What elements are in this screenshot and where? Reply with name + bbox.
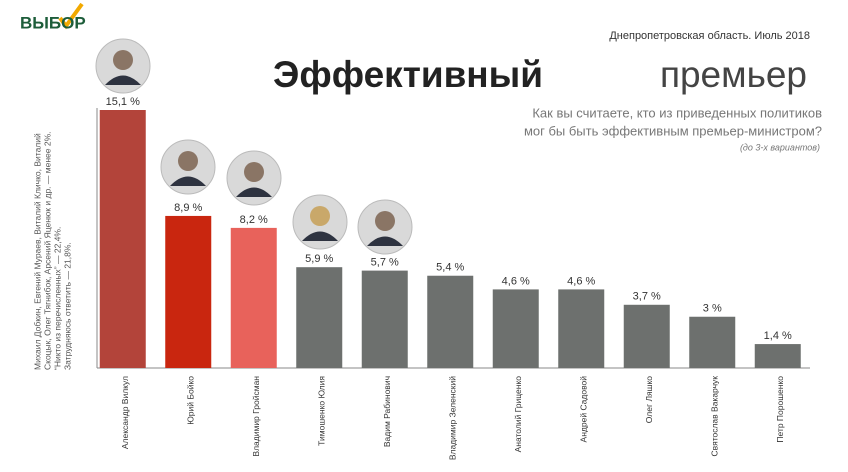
bar [296, 267, 343, 368]
value-label: 5,4 % [436, 262, 464, 274]
photo [95, 38, 151, 94]
title-light: премьер [660, 54, 807, 95]
side-note-line: Михаил Добкин, Евгений Мураев, Виталий К… [32, 133, 42, 370]
bar [689, 316, 736, 368]
question: Как вы считаете, кто из приведенных поли… [532, 105, 822, 120]
value-label: 4,6 % [567, 275, 595, 287]
logo: ВЫБОР [20, 13, 86, 32]
x-tick-label: Александр Вилкул [120, 376, 130, 449]
side-note-line: Скоцык, Олег Тягнибок, Арсений Яценюк и … [42, 132, 52, 371]
bar [492, 289, 539, 368]
side-note-line: “Никто из перечисленных” — 22,4%. [52, 227, 62, 370]
value-label: 8,2 % [240, 214, 268, 226]
bar [361, 270, 408, 368]
value-label: 1,4 % [764, 330, 792, 342]
x-tick-label: Петр Порошенко [775, 376, 785, 443]
bar [165, 215, 212, 368]
x-tick-label: Анатолий Гриценко [513, 376, 523, 453]
x-tick-label: Юрий Бойко [186, 376, 196, 425]
bar [427, 275, 474, 368]
value-label: 4,6 % [502, 275, 530, 287]
bar [754, 344, 801, 368]
value-label: 3,7 % [633, 291, 661, 303]
x-tick-label: Святослав Вакарчук [710, 376, 720, 457]
header: Днепропетровская область. Июль 2018 [609, 30, 810, 42]
x-tick-label: Владимир Зеленский [448, 376, 458, 460]
x-tick-label: Вадим Рабинович [382, 376, 392, 447]
side-note: Михаил Добкин, Евгений Мураев, Виталий К… [32, 132, 72, 371]
question: мог бы быть эффективным премьер-министро… [524, 123, 822, 138]
x-tick-label: Олег Ляшко [644, 376, 654, 423]
x-tick-label: Тимошенко Юлия [317, 376, 327, 446]
value-label: 5,7 % [371, 257, 399, 269]
value-label: 3 % [703, 303, 722, 315]
value-label: 5,9 % [305, 253, 333, 265]
x-tick-label: Владимир Гройсман [251, 376, 261, 457]
value-label: 15,1 % [106, 96, 140, 108]
photo [160, 139, 216, 195]
side-note-line: Затрудняюсь ответить — 21,8%. [62, 242, 72, 370]
x-tick-label: Андрей Садовой [579, 376, 589, 443]
photo [357, 199, 413, 255]
photo [226, 150, 282, 206]
value-label: 8,9 % [174, 202, 202, 214]
title-bold: Эффективный [273, 54, 543, 95]
bar [230, 227, 277, 368]
bar [558, 289, 605, 368]
photos [95, 38, 413, 255]
logo-check [58, 2, 84, 30]
photo [292, 194, 348, 250]
question-note: (до 3-х вариантов) [740, 142, 820, 152]
bar [623, 304, 670, 368]
bar [99, 110, 146, 368]
